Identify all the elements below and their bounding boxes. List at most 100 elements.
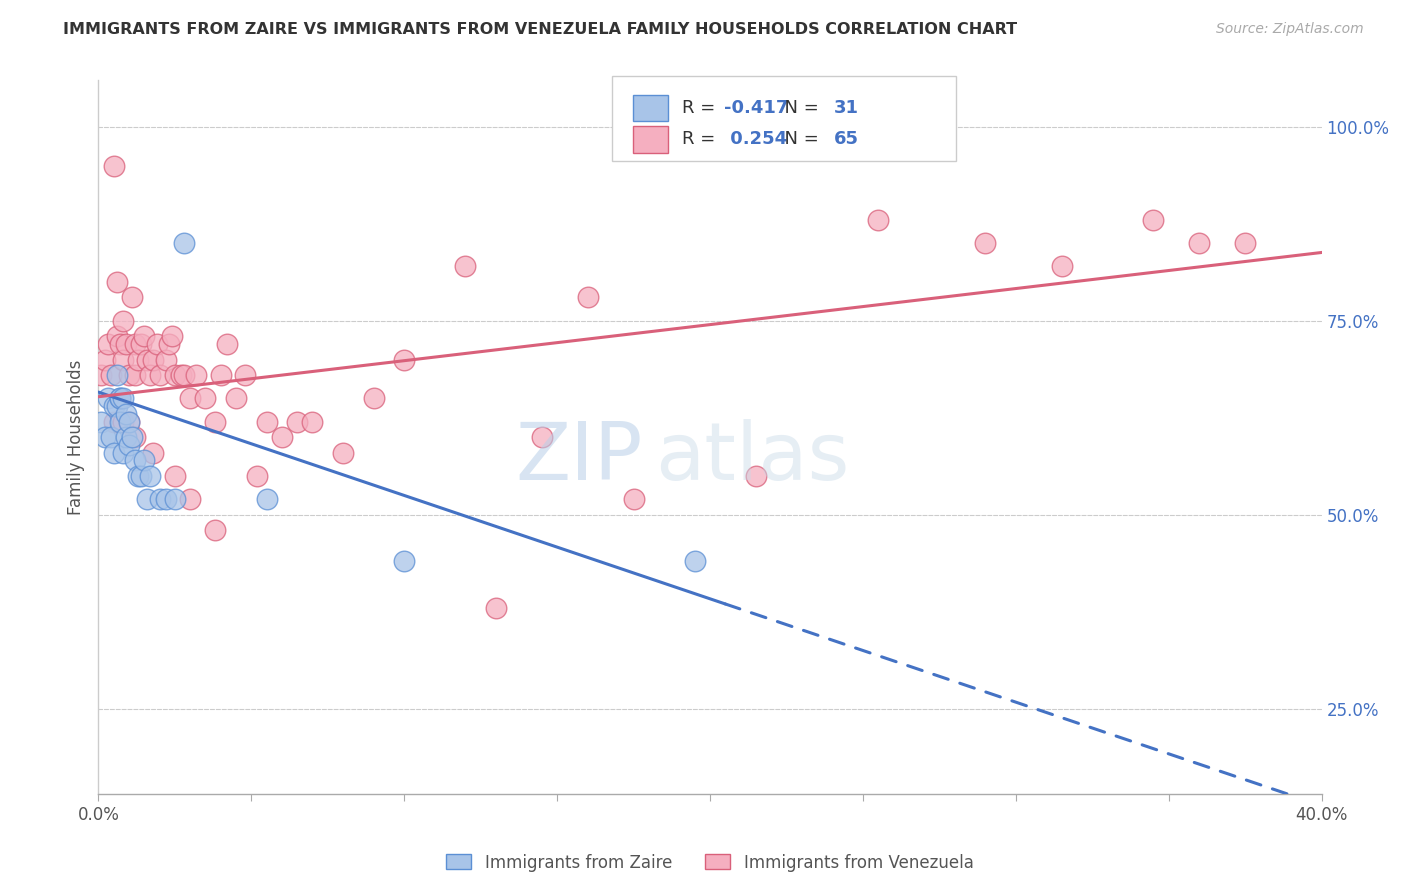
Point (103, 415, 125, 429)
Point (163, 492, 186, 507)
Point (204, 523, 226, 537)
Point (392, 352, 416, 367)
Point (97, 392, 120, 406)
Point (115, 430, 138, 444)
Text: -0.417: -0.417 (724, 99, 789, 117)
Point (124, 453, 146, 467)
Text: N =: N = (773, 99, 825, 117)
Text: R =: R = (682, 130, 721, 148)
Point (215, 337, 238, 351)
Point (160, 329, 183, 343)
Point (105, 275, 128, 289)
Point (256, 415, 278, 429)
Y-axis label: Family Households: Family Households (66, 359, 84, 515)
Point (209, 368, 232, 382)
Point (90, 368, 112, 382)
Point (103, 445, 125, 459)
Point (118, 415, 141, 429)
Point (124, 337, 146, 351)
Text: R =: R = (682, 99, 721, 117)
Text: N =: N = (773, 130, 825, 148)
Text: 31: 31 (834, 99, 859, 117)
Point (100, 368, 122, 382)
Point (173, 236, 195, 251)
Point (868, 213, 890, 227)
Point (100, 430, 122, 444)
Point (103, 399, 125, 413)
Point (170, 368, 193, 382)
Point (118, 415, 141, 429)
Point (1234, 236, 1257, 251)
Point (256, 492, 278, 507)
Text: IMMIGRANTS FROM ZAIRE VS IMMIGRANTS FROM VENEZUELA FAMILY HOUSEHOLDS CORRELATION: IMMIGRANTS FROM ZAIRE VS IMMIGRANTS FROM… (63, 22, 1018, 37)
Point (163, 468, 186, 483)
Point (1142, 213, 1164, 227)
Point (121, 290, 143, 304)
Point (111, 314, 134, 328)
Point (285, 415, 308, 429)
Point (173, 368, 195, 382)
Point (270, 430, 292, 444)
Point (124, 430, 146, 444)
Point (111, 415, 134, 429)
Point (134, 453, 156, 467)
Point (683, 554, 706, 568)
Point (93, 352, 115, 367)
Point (103, 159, 125, 173)
Point (115, 337, 138, 351)
Point (246, 468, 269, 483)
Point (108, 415, 131, 429)
Point (105, 399, 128, 413)
Point (745, 468, 768, 483)
Point (115, 407, 138, 421)
Text: 0.254: 0.254 (724, 130, 787, 148)
Point (121, 430, 143, 444)
Point (118, 438, 141, 452)
Point (90, 415, 112, 429)
Point (974, 236, 997, 251)
Point (157, 337, 180, 351)
Point (1188, 236, 1211, 251)
Point (392, 554, 416, 568)
Point (111, 392, 134, 406)
Point (124, 368, 146, 382)
Point (363, 392, 385, 406)
Point (485, 600, 508, 615)
Point (108, 392, 131, 406)
Point (149, 492, 172, 507)
Point (1050, 260, 1073, 274)
Point (142, 352, 165, 367)
Point (530, 430, 553, 444)
Point (136, 492, 159, 507)
Point (108, 392, 131, 406)
Point (145, 337, 167, 351)
Point (454, 260, 477, 274)
Legend: Immigrants from Zaire, Immigrants from Venezuela: Immigrants from Zaire, Immigrants from V… (440, 847, 980, 879)
Point (301, 415, 323, 429)
Point (105, 329, 128, 343)
Point (233, 368, 256, 382)
Point (127, 352, 149, 367)
Point (179, 392, 201, 406)
Point (105, 368, 128, 382)
Point (155, 352, 177, 367)
Point (204, 415, 226, 429)
Point (142, 445, 165, 459)
Point (97, 337, 120, 351)
Point (136, 352, 159, 367)
Point (139, 468, 162, 483)
Point (118, 368, 141, 382)
Point (623, 492, 645, 507)
Text: 65: 65 (834, 130, 859, 148)
Point (111, 352, 134, 367)
Text: Source: ZipAtlas.com: Source: ZipAtlas.com (1216, 22, 1364, 37)
Point (332, 445, 354, 459)
Point (194, 392, 217, 406)
Point (163, 368, 186, 382)
Point (225, 392, 247, 406)
Point (129, 337, 152, 351)
Text: atlas: atlas (655, 419, 849, 498)
Point (179, 492, 201, 507)
Point (139, 368, 162, 382)
Point (93, 430, 115, 444)
